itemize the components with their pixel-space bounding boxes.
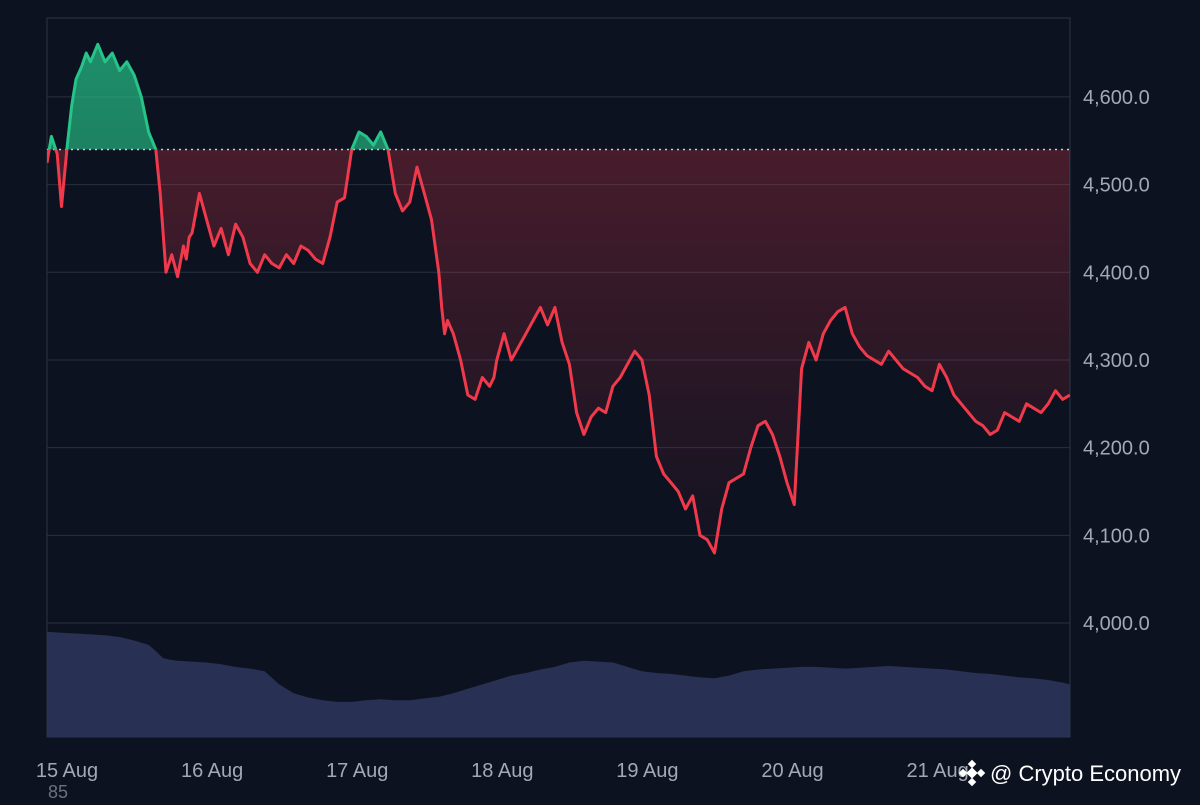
x-tick-label-5: 20 Aug <box>761 760 823 782</box>
x-tick-label-1: 16 Aug <box>181 760 243 782</box>
x-tick-label-4: 19 Aug <box>616 760 678 782</box>
x-tick-label-2: 17 Aug <box>326 760 388 782</box>
x-tick-label-0: 15 Aug <box>36 760 98 782</box>
price-area-above-baseline <box>47 44 1070 150</box>
x-tick-label-3: 18 Aug <box>471 760 533 782</box>
price-line-below-baseline <box>47 149 1070 555</box>
watermark: @ Crypto Economy <box>958 759 1181 787</box>
y-tick-label-5: 4,100.0 <box>1083 525 1150 547</box>
x-tick-label-6: 21 Aug <box>906 760 968 782</box>
stray-axis-label: 85 <box>48 782 68 800</box>
volume-area <box>47 631 1070 737</box>
y-tick-label-1: 4,500.0 <box>1083 175 1150 197</box>
volume-fill <box>47 631 1070 737</box>
watermark-text: @ Crypto Economy <box>990 761 1181 786</box>
price-lines <box>47 42 1070 555</box>
price-area-below-baseline <box>47 149 1070 553</box>
price-area-fills <box>47 44 1070 553</box>
y-tick-label-3: 4,300.0 <box>1083 350 1150 372</box>
y-tick-label-2: 4,400.0 <box>1083 262 1150 284</box>
y-tick-label-0: 4,600.0 <box>1083 87 1150 109</box>
y-tick-label-6: 4,000.0 <box>1083 613 1150 635</box>
y-tick-label-4: 4,200.0 <box>1083 438 1150 460</box>
x-axis-labels: 15 Aug 16 Aug 17 Aug 18 Aug 19 Aug 20 Aug 21 A… <box>36 760 969 782</box>
y-axis-labels: 4,600.0 4,500.0 4,400.0 4,300.0 4,200.0 4,100… <box>1083 87 1150 635</box>
